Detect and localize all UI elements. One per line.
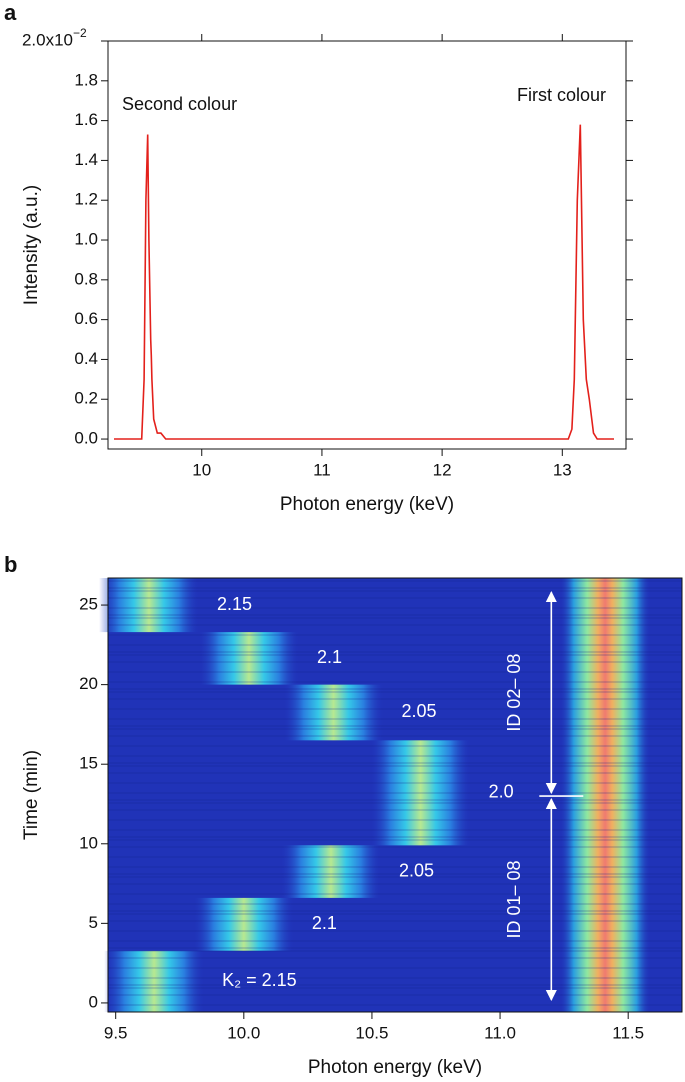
x-tick-label: 10 bbox=[192, 460, 211, 479]
spectral-band bbox=[280, 845, 381, 898]
spectral-band bbox=[370, 740, 471, 846]
interval-label: ID 01– 08 bbox=[504, 860, 524, 938]
k-value-label: 2.1 bbox=[312, 913, 337, 933]
y-tick-label: 0.8 bbox=[74, 269, 98, 288]
plot-frame bbox=[107, 577, 683, 1013]
y-tick-label: 1.4 bbox=[74, 150, 98, 169]
y-tick-label: 15 bbox=[79, 754, 98, 773]
y-tick-exponent: −2 bbox=[73, 26, 87, 40]
x-tick-label: 13 bbox=[553, 460, 572, 479]
interval-label: ID 02– 08 bbox=[504, 654, 524, 732]
spectral-band bbox=[198, 632, 299, 685]
k-value-label: 2.05 bbox=[402, 701, 437, 721]
y-tick-label: 20 bbox=[79, 674, 98, 693]
k-value-label: 2.15 bbox=[217, 594, 252, 614]
y-tick-label: 1.8 bbox=[74, 70, 98, 89]
x-tick-label: 11 bbox=[313, 460, 331, 479]
y-tick-label: 1.2 bbox=[74, 190, 98, 209]
spectral-band bbox=[104, 950, 205, 1012]
x-axis-title: Photon energy (keV) bbox=[280, 494, 454, 515]
y-tick-label: 10 bbox=[79, 833, 98, 852]
peak-annotation: Second colour bbox=[122, 94, 237, 114]
x-tick-label: 10.0 bbox=[227, 1023, 260, 1042]
y-tick-label: 2.0x10 bbox=[22, 30, 73, 49]
x-tick-label: 9.5 bbox=[104, 1023, 128, 1042]
x-tick-label: 11.5 bbox=[612, 1023, 644, 1042]
spectral-band bbox=[99, 578, 199, 633]
panel-label: b bbox=[4, 552, 17, 577]
y-tick-label: 1.6 bbox=[74, 110, 98, 129]
k-value-label: 2.1 bbox=[317, 647, 342, 667]
panel-label: a bbox=[4, 0, 17, 25]
y-tick-label: 1.0 bbox=[74, 230, 98, 249]
x-tick-label: 10.5 bbox=[355, 1023, 388, 1042]
spectral-band bbox=[283, 684, 384, 741]
spectral-band bbox=[193, 897, 294, 951]
y-axis-title: Intensity (a.u.) bbox=[21, 185, 42, 305]
plot-frame bbox=[107, 40, 627, 450]
intensity-line bbox=[114, 124, 614, 440]
y-tick-label: 5 bbox=[89, 913, 98, 932]
x-tick-label: 12 bbox=[433, 460, 452, 479]
peak-annotation: First colour bbox=[517, 85, 606, 105]
y-tick-label: 0.6 bbox=[74, 309, 98, 328]
y-tick-label: 25 bbox=[79, 595, 98, 614]
y-axis-title: Time (min) bbox=[21, 750, 42, 840]
k-value-label: K₂ = 2.15 bbox=[222, 970, 297, 990]
y-tick-label: 0 bbox=[89, 992, 98, 1011]
x-tick-label: 11.0 bbox=[484, 1023, 516, 1042]
reference-band bbox=[560, 578, 651, 1012]
k-value-label: 2.0 bbox=[489, 782, 514, 802]
y-tick-label: 0.4 bbox=[74, 349, 98, 368]
y-tick-label: 0.2 bbox=[74, 389, 98, 408]
k-value-label: 2.05 bbox=[399, 860, 434, 880]
heatmap bbox=[99, 577, 682, 1012]
x-axis-title: Photon energy (keV) bbox=[308, 1057, 482, 1078]
y-tick-label: 0.0 bbox=[74, 429, 98, 448]
